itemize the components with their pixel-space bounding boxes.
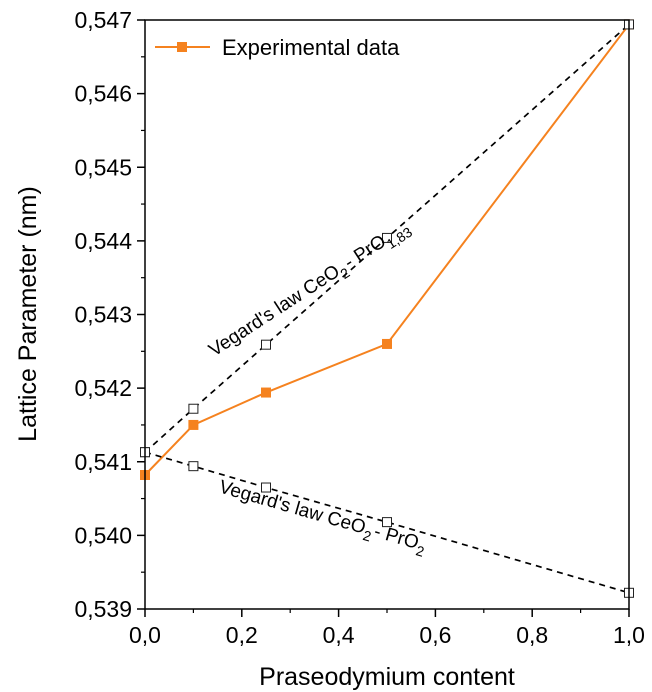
y-axis-title: Lattice Parameter (nm) bbox=[14, 186, 42, 442]
y-tick-label: 0,547 bbox=[74, 7, 132, 33]
x-tick-label: 0,6 bbox=[419, 622, 451, 648]
series-1-point bbox=[188, 403, 199, 414]
x-tick-label: 0,2 bbox=[226, 622, 258, 648]
annotation-upper-mid: - PrO bbox=[341, 231, 391, 273]
x-tick-label: 0,4 bbox=[323, 622, 355, 648]
annotation-lower-prefix: Vegard's law CeO bbox=[217, 477, 368, 539]
annotation-upper-prefix: Vegard's law CeO bbox=[205, 261, 343, 361]
series-0-point bbox=[382, 338, 392, 349]
axes-layer: 0,0 0,2 0,4 0,6 0,8 1,0 0,539 0,540 0,541 0,542 0,… bbox=[74, 7, 645, 648]
series-1-point bbox=[261, 339, 271, 350]
series-2-point bbox=[188, 461, 199, 472]
y-tick-label: 0,545 bbox=[74, 154, 132, 180]
series-0-point bbox=[188, 419, 199, 430]
legend-marker bbox=[177, 42, 187, 52]
annotation-lower: Vegard's law CeO2- PrO2 bbox=[216, 477, 429, 560]
x-tick-label: 1,0 bbox=[613, 622, 645, 648]
legend-label-experimental: Experimental data bbox=[222, 35, 400, 60]
series-0-point bbox=[261, 387, 271, 398]
y-tick-label: 0,540 bbox=[74, 522, 132, 548]
series-layer bbox=[140, 19, 634, 598]
y-tick-label: 0,539 bbox=[74, 596, 132, 622]
series-2-point bbox=[382, 517, 392, 528]
x-tick-label: 0,0 bbox=[129, 622, 161, 648]
y-tick-label: 0,541 bbox=[74, 449, 132, 475]
y-tick-label: 0,543 bbox=[74, 302, 132, 328]
series-1-line bbox=[144, 23, 630, 453]
y-tick-label: 0,546 bbox=[74, 81, 132, 107]
legend: Experimental data bbox=[155, 35, 400, 60]
y-tick-label: 0,544 bbox=[74, 228, 132, 254]
x-axis-title: Praseodymium content bbox=[259, 663, 515, 691]
svg-text:Vegard's law CeO2- PrO2: Vegard's law CeO2- PrO2 bbox=[216, 477, 429, 560]
annotation-lower-mid: - PrO bbox=[372, 521, 421, 554]
series-2-point bbox=[261, 482, 271, 493]
x-tick-label: 0,8 bbox=[516, 622, 548, 648]
series-1-point bbox=[382, 232, 392, 243]
y-tick-label: 0,542 bbox=[74, 375, 132, 401]
